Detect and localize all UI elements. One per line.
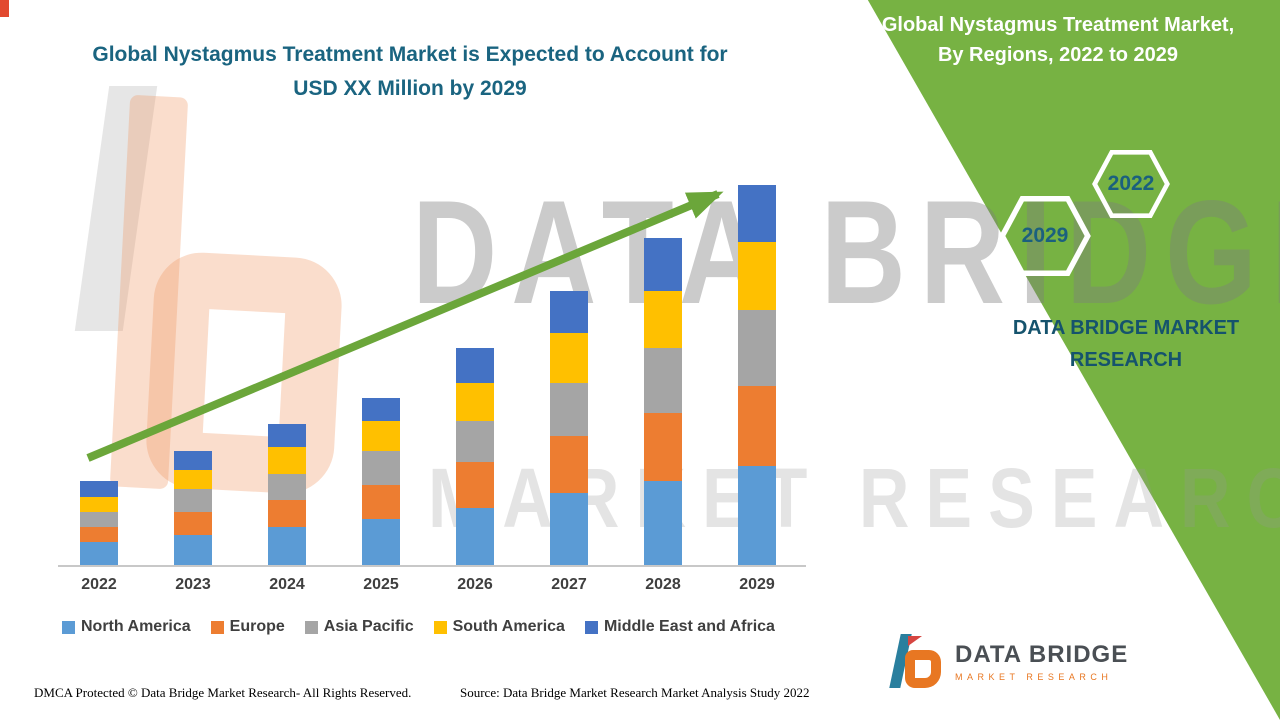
segment-north-america: [550, 492, 588, 565]
segment-south-america: [362, 420, 400, 452]
logo-flag-shape: [908, 636, 922, 646]
segment-north-america: [268, 527, 306, 565]
segment-middle-east-and-africa: [550, 291, 588, 334]
stacked-bar-2027: [522, 165, 616, 565]
segment-europe: [80, 527, 118, 543]
legend-item-south-america: South America: [433, 618, 565, 636]
segment-south-america: [738, 242, 776, 311]
brand-panel-text: DATA BRIDGE MARKET RESEARCH: [1002, 312, 1250, 376]
hexagon-year-label: 2029: [1021, 224, 1069, 247]
segment-europe: [644, 413, 682, 482]
segment-europe: [456, 462, 494, 508]
hexagon-year-label: 2022: [1107, 172, 1155, 195]
x-tick-2026: 2026: [457, 576, 493, 593]
segment-south-america: [174, 470, 212, 490]
legend-swatch-icon: [62, 620, 75, 634]
stacked-bar-2026: [428, 165, 522, 565]
segment-asia-pacific: [456, 420, 494, 463]
hexagon-badge-2022: 2022: [1092, 150, 1170, 218]
segment-middle-east-and-africa: [644, 238, 682, 292]
segment-europe: [268, 500, 306, 527]
segment-south-america: [80, 496, 118, 512]
segment-asia-pacific: [362, 451, 400, 486]
segment-north-america: [456, 508, 494, 565]
hexagon-outline-icon: [1092, 150, 1170, 218]
x-tick-2022: 2022: [81, 576, 117, 593]
stacked-bar-2024: [240, 165, 334, 565]
legend-label: North America: [81, 618, 191, 635]
side-panel-title-line2: By Regions, 2022 to 2029: [937, 44, 1179, 66]
legend: North America Europe Asia Pacific South Ame…: [62, 618, 842, 636]
stacked-bar-2023: [146, 165, 240, 565]
x-axis-labels: 2022 2023 2024 2025 2026 2027 2028 2029: [52, 576, 804, 594]
legend-label: Asia Pacific: [323, 618, 414, 635]
stacked-bar-2029: [710, 165, 804, 565]
hexagon-badge-2029: 2029: [998, 196, 1092, 276]
segment-asia-pacific: [268, 473, 306, 501]
side-panel-title: Global Nystagmus Treatment Market, By Re…: [872, 10, 1244, 70]
segment-north-america: [738, 466, 776, 565]
segment-asia-pacific: [80, 511, 118, 528]
corner-accent: [0, 0, 9, 17]
segment-europe: [738, 386, 776, 467]
segment-north-america: [174, 534, 212, 565]
segment-north-america: [80, 542, 118, 565]
legend-item-north-america: North America: [62, 618, 191, 636]
segment-europe: [174, 511, 212, 535]
brand-panel-line2: RESEARCH: [1069, 349, 1183, 371]
segment-north-america: [644, 481, 682, 565]
stacked-bar-2028: [616, 165, 710, 565]
segment-middle-east-and-africa: [456, 348, 494, 383]
chart-title: Global Nystagmus Treatment Market is Exp…: [92, 43, 728, 100]
dmca-notice: DMCA Protected © Data Bridge Market Rese…: [34, 685, 412, 700]
segment-middle-east-and-africa: [738, 185, 776, 243]
source-note: Source: Data Bridge Market Research Mark…: [460, 685, 810, 700]
legend-swatch-icon: [584, 620, 598, 634]
segment-europe: [550, 435, 588, 493]
logo-subtitle: MARKET RESEARCH: [955, 671, 1113, 682]
databridge-logo: DATA BRIDGE MARKET RESEARCH: [889, 634, 1129, 690]
logo-bowl-shape: [905, 650, 941, 688]
x-axis-line: [58, 565, 806, 567]
databridge-logo-icon: [889, 634, 945, 690]
segment-south-america: [644, 291, 682, 349]
x-tick-2028: 2028: [645, 576, 681, 593]
x-tick-2023: 2023: [175, 576, 211, 593]
x-tick-2027: 2027: [551, 576, 587, 593]
logo-text: DATA BRIDGE MARKET RESEARCH: [955, 641, 1129, 682]
hexagon-outline-icon: [999, 196, 1091, 276]
legend-swatch-icon: [210, 620, 224, 634]
x-tick-2024: 2024: [269, 576, 305, 593]
legend-swatch-icon: [433, 620, 447, 634]
segment-middle-east-and-africa: [174, 451, 212, 471]
brand-panel-line1: DATA BRIDGE MARKET: [1012, 317, 1240, 339]
legend-label: Middle East and Africa: [603, 618, 775, 635]
bars-row: [52, 165, 804, 565]
legend-label: South America: [452, 618, 565, 635]
segment-europe: [362, 485, 400, 520]
stacked-bar-2022: [52, 165, 146, 565]
segment-north-america: [362, 519, 400, 565]
logo-title: DATA BRIDGE: [955, 641, 1129, 669]
segment-middle-east-and-africa: [80, 481, 118, 497]
segment-south-america: [456, 382, 494, 421]
segment-middle-east-and-africa: [268, 424, 306, 448]
legend-swatch-icon: [304, 620, 318, 634]
side-panel-title-line1: Global Nystagmus Treatment Market,: [881, 14, 1235, 36]
x-tick-2025: 2025: [363, 576, 399, 593]
legend-item-asia-pacific: Asia Pacific: [304, 618, 414, 636]
legend-item-europe: Europe: [210, 618, 285, 636]
segment-asia-pacific: [644, 348, 682, 414]
segment-south-america: [268, 447, 306, 474]
segment-asia-pacific: [174, 489, 212, 512]
legend-item-middle-east-and-africa: Middle East and Africa: [584, 618, 775, 636]
legend-label: Europe: [229, 618, 285, 635]
segment-asia-pacific: [550, 382, 588, 436]
segment-asia-pacific: [738, 310, 776, 387]
x-tick-2029: 2029: [739, 576, 775, 593]
stacked-bar-2025: [334, 165, 428, 565]
segment-south-america: [550, 333, 588, 383]
segment-middle-east-and-africa: [362, 397, 400, 421]
